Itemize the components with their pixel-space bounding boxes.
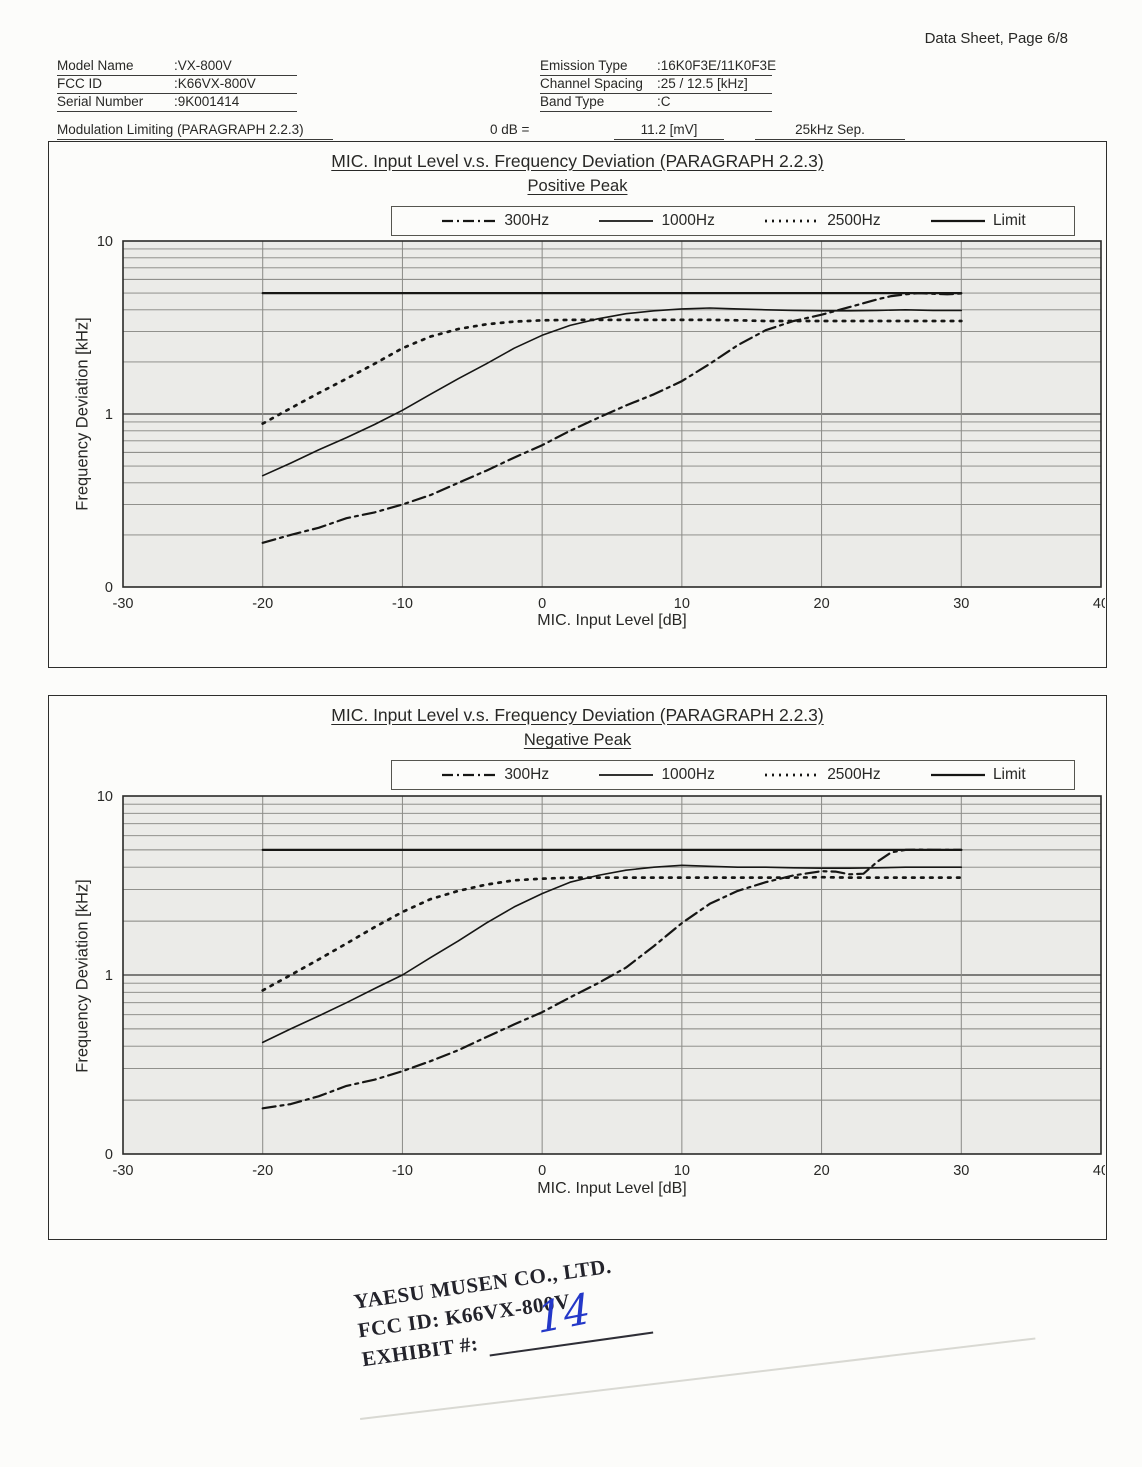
y-tick-label: 1 [105, 407, 113, 423]
legend-label: 2500Hz [827, 766, 881, 783]
x-tick-label: 0 [538, 596, 546, 612]
x-tick-label: 20 [814, 596, 830, 612]
legend-item-1000hz: 1000Hz [597, 766, 715, 784]
legend-item-1000hz: 1000Hz [597, 212, 715, 230]
legend-sample-line [599, 220, 654, 222]
info-value: :VX-800V [174, 58, 232, 73]
info-row-fcc-id: FCC ID :K66VX-800V [57, 76, 297, 94]
info-value: :16K0F3E/11K0F3E [657, 58, 777, 73]
y-axis-label: Frequency Deviation [kHz] [73, 879, 92, 1073]
x-axis-label: MIC. Input Level [dB] [537, 612, 687, 629]
series-line-2500hz [261, 318, 963, 425]
legend-item-2500hz: 2500Hz [763, 766, 881, 784]
info-row-band-type: Band Type :C [540, 94, 772, 112]
plot-negative-peak: -30-20-100102030401010 [97, 789, 1105, 1179]
x-tick-label: -30 [113, 596, 134, 612]
chart-title: MIC. Input Level v.s. Frequency Deviatio… [331, 705, 824, 725]
legend-item-300hz: 300Hz [440, 766, 549, 784]
info-label: Channel Spacing [540, 76, 643, 91]
x-tick-label: -10 [392, 1163, 413, 1179]
x-tick-label: 10 [674, 1163, 690, 1179]
legend-item-limit: Limit [929, 766, 1026, 784]
gridlines [123, 241, 1101, 587]
modulation-reference-label: 0 dB = [490, 122, 530, 137]
x-tick-label: 30 [953, 1163, 969, 1179]
x-tick-label: -30 [113, 1163, 134, 1179]
chart-frame-negative-peak: MIC. Input Level v.s. Frequency Deviatio… [48, 695, 1107, 1240]
x-tick-label: 40 [1093, 1163, 1105, 1179]
device-info-left: Model Name :VX-800V FCC ID :K66VX-800V S… [57, 58, 297, 112]
y-tick-label: 10 [97, 789, 113, 805]
info-value: :K66VX-800V [174, 76, 256, 91]
y-tick-label: 1 [105, 968, 113, 984]
info-value: :9K001414 [174, 94, 240, 109]
device-info-right: Emission Type :16K0F3E/11K0F3E Channel S… [540, 58, 776, 112]
modulation-reference-value: 11.2 [mV] [614, 122, 724, 140]
x-tick-label: 0 [538, 1163, 546, 1179]
legend-label: Limit [992, 212, 1026, 229]
plot-positive-peak: -30-20-100102030401010 [97, 234, 1105, 612]
company-stamp: YAESU MUSEN CO., LTD. FCC ID: K66VX-800V… [352, 1247, 654, 1374]
info-row-serial-number: Serial Number :9K001414 [57, 94, 297, 112]
series-line-300hz [261, 848, 963, 1110]
y-axis-label: Frequency Deviation [kHz] [73, 317, 92, 511]
info-value: :C [657, 94, 671, 109]
modulation-limiting-row: Modulation Limiting (PARAGRAPH 2.2.3) 0 … [0, 122, 1142, 142]
legend-sample-line [930, 773, 985, 777]
info-label: Serial Number [57, 94, 144, 109]
plot-border [122, 240, 1102, 588]
x-tick-label: 30 [953, 596, 969, 612]
legend-sample-line [599, 774, 654, 776]
y-tick-label: 0 [105, 1147, 113, 1163]
legend-label: 2500Hz [827, 212, 881, 229]
legend-sample-line [765, 773, 820, 777]
series-line-300hz [261, 292, 963, 544]
chart-legend: 300Hz 1000Hz 2500Hz Limit [391, 760, 1075, 790]
legend-item-limit: Limit [929, 212, 1026, 230]
info-row-channel-spacing: Channel Spacing :25 / 12.5 [kHz] [540, 76, 772, 94]
series-line-1000hz [261, 864, 963, 1044]
legend-sample-line [442, 773, 497, 777]
y-tick-label: 10 [97, 234, 113, 250]
modulation-separation: 25kHz Sep. [755, 122, 905, 140]
legend-label: 300Hz [504, 212, 550, 229]
x-tick-label: -10 [392, 596, 413, 612]
x-tick-label: -20 [252, 1163, 273, 1179]
legend-label: 300Hz [504, 766, 550, 783]
info-value: :25 / 12.5 [kHz] [657, 76, 748, 91]
legend-item-300hz: 300Hz [440, 212, 549, 230]
x-tick-label: 20 [814, 1163, 830, 1179]
legend-label: Limit [992, 766, 1026, 783]
chart-frame-positive-peak: MIC. Input Level v.s. Frequency Deviatio… [48, 141, 1107, 668]
chart-subtitle: Negative Peak [523, 731, 632, 749]
series-line-1000hz [261, 307, 963, 477]
x-tick-label: 40 [1093, 596, 1105, 612]
info-label: FCC ID [57, 76, 102, 91]
legend-label: 1000Hz [661, 766, 715, 783]
legend-label: 1000Hz [661, 212, 715, 229]
plot-border [122, 795, 1102, 1155]
chart-legend: 300Hz 1000Hz 2500Hz Limit [391, 206, 1075, 236]
info-label: Emission Type [540, 58, 628, 73]
info-row-model-name: Model Name :VX-800V [57, 58, 297, 76]
stamp-exhibit-number: 14 [535, 1283, 593, 1343]
info-label: Band Type [540, 94, 605, 109]
doc-page-label: Data Sheet, Page 6/8 [924, 30, 1068, 47]
y-tick-label: 0 [105, 580, 113, 596]
x-axis-label: MIC. Input Level [dB] [537, 1180, 687, 1197]
info-label: Model Name [57, 58, 134, 73]
modulation-limiting-title: Modulation Limiting (PARAGRAPH 2.2.3) [57, 122, 333, 140]
info-row-emission-type: Emission Type :16K0F3E/11K0F3E [540, 58, 776, 76]
legend-item-2500hz: 2500Hz [763, 212, 881, 230]
chart-title: MIC. Input Level v.s. Frequency Deviatio… [331, 151, 824, 171]
x-tick-label: 10 [674, 596, 690, 612]
series-line-2500hz [261, 875, 963, 992]
legend-sample-line [765, 219, 820, 223]
chart-subtitle: Positive Peak [527, 177, 628, 195]
legend-sample-line [442, 219, 497, 223]
x-tick-label: -20 [252, 596, 273, 612]
legend-sample-line [930, 219, 985, 223]
